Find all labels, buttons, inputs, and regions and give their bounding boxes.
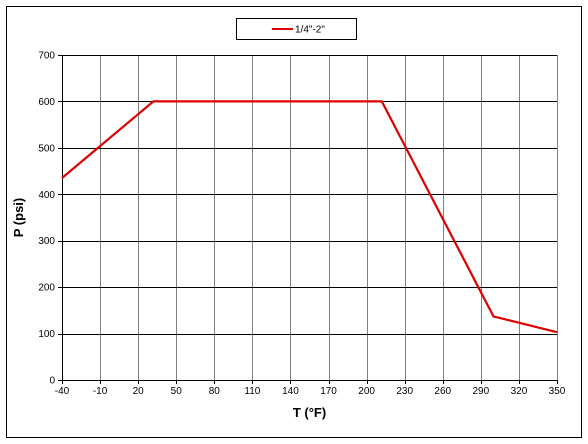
grid [62, 55, 558, 380]
x-tick-label: 230 [396, 386, 413, 397]
x-tick-label: 110 [244, 386, 260, 397]
x-tick-label: 290 [473, 386, 490, 397]
x-tick-label: 200 [358, 386, 375, 397]
x-tick-label: 20 [133, 386, 145, 397]
y-tick-label: 100 [38, 329, 55, 340]
axes [58, 55, 558, 384]
x-tick-label: 80 [209, 386, 221, 397]
x-tick-label: 170 [320, 386, 337, 397]
legend-label: 1/4"-2" [295, 25, 325, 36]
x-tick-label: 350 [549, 386, 566, 397]
y-tick-label: 400 [38, 190, 55, 201]
y-tick-label: 0 [49, 376, 55, 387]
x-tick-label: -40 [55, 386, 70, 397]
x-tick-label: 50 [171, 386, 183, 397]
series [61, 100, 558, 334]
legend-box [236, 18, 357, 40]
x-tick-label: 320 [511, 386, 528, 397]
x-axis-title: T (°F) [293, 405, 326, 420]
y-tick-label: 300 [38, 236, 55, 247]
x-tick-labels: -40 -10 20 50 80 110 140 170 200 230 260 290 320 350 [55, 386, 566, 397]
x-tick-label: -10 [93, 386, 108, 397]
x-tick-label: 260 [434, 386, 451, 397]
legend: 1/4"-2" [236, 18, 357, 40]
y-tick-label: 500 [38, 143, 55, 154]
chart-frame [6, 6, 582, 438]
y-tick-label: 600 [38, 97, 55, 108]
series-line-0 [61, 100, 558, 334]
y-tick-label: 700 [38, 51, 55, 62]
y-axis-title: P (psi) [11, 198, 26, 238]
y-tick-labels: 0 100 200 300 400 500 600 700 [38, 51, 55, 387]
x-tick-label: 140 [282, 386, 299, 397]
y-tick-label: 200 [38, 283, 55, 294]
